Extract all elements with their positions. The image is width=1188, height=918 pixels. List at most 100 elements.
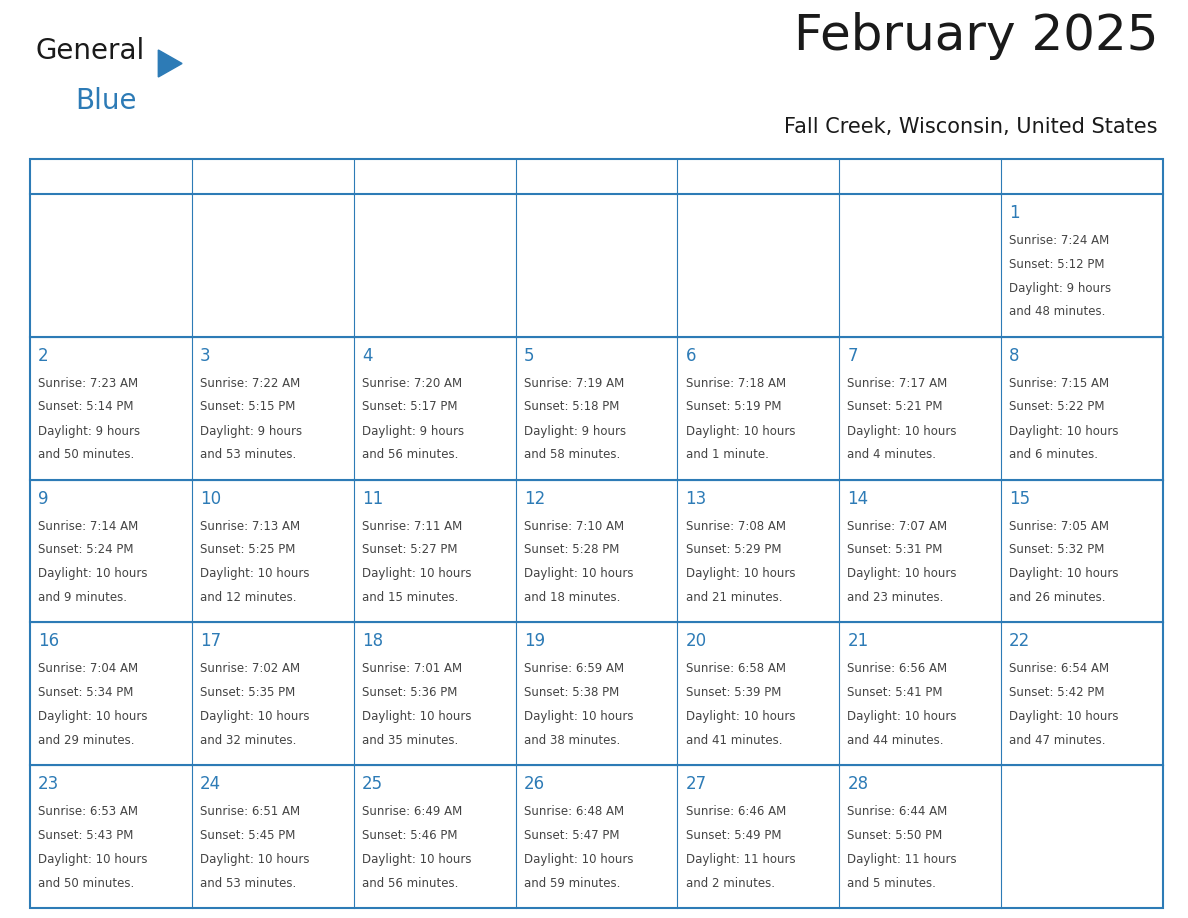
Text: Sunset: 5:18 PM: Sunset: 5:18 PM	[524, 400, 619, 413]
Text: 11: 11	[362, 489, 383, 508]
Text: Monday: Monday	[202, 167, 267, 185]
Text: 23: 23	[38, 775, 59, 793]
Text: 16: 16	[38, 633, 59, 650]
Text: and 21 minutes.: and 21 minutes.	[685, 591, 782, 604]
Text: and 29 minutes.: and 29 minutes.	[38, 733, 134, 746]
Text: Daylight: 11 hours: Daylight: 11 hours	[847, 853, 958, 866]
Text: and 58 minutes.: and 58 minutes.	[524, 448, 620, 461]
Text: and 47 minutes.: and 47 minutes.	[1010, 733, 1106, 746]
Text: 1: 1	[1010, 204, 1019, 222]
Text: Daylight: 10 hours: Daylight: 10 hours	[524, 853, 633, 866]
Text: Sunset: 5:17 PM: Sunset: 5:17 PM	[362, 400, 457, 413]
Text: Daylight: 10 hours: Daylight: 10 hours	[38, 567, 147, 580]
Text: Sunset: 5:43 PM: Sunset: 5:43 PM	[38, 829, 133, 842]
Text: Daylight: 10 hours: Daylight: 10 hours	[847, 567, 956, 580]
Text: Daylight: 10 hours: Daylight: 10 hours	[685, 425, 795, 438]
Text: 9: 9	[38, 489, 49, 508]
Text: and 15 minutes.: and 15 minutes.	[362, 591, 459, 604]
Text: 8: 8	[1010, 347, 1019, 364]
Text: and 41 minutes.: and 41 minutes.	[685, 733, 782, 746]
Text: Sunrise: 7:11 AM: Sunrise: 7:11 AM	[362, 520, 462, 532]
Text: and 2 minutes.: and 2 minutes.	[685, 877, 775, 890]
Text: Sunrise: 7:13 AM: Sunrise: 7:13 AM	[200, 520, 301, 532]
Text: Sunrise: 7:08 AM: Sunrise: 7:08 AM	[685, 520, 785, 532]
Text: Sunset: 5:25 PM: Sunset: 5:25 PM	[200, 543, 296, 556]
Text: Daylight: 10 hours: Daylight: 10 hours	[362, 711, 472, 723]
Text: Sunset: 5:29 PM: Sunset: 5:29 PM	[685, 543, 781, 556]
Text: and 44 minutes.: and 44 minutes.	[847, 733, 944, 746]
Text: Daylight: 10 hours: Daylight: 10 hours	[524, 567, 633, 580]
Text: Daylight: 10 hours: Daylight: 10 hours	[847, 425, 956, 438]
Text: Daylight: 9 hours: Daylight: 9 hours	[362, 425, 465, 438]
Text: Sunset: 5:31 PM: Sunset: 5:31 PM	[847, 543, 943, 556]
Text: Sunset: 5:34 PM: Sunset: 5:34 PM	[38, 686, 133, 699]
Text: Sunset: 5:38 PM: Sunset: 5:38 PM	[524, 686, 619, 699]
Text: Sunset: 5:49 PM: Sunset: 5:49 PM	[685, 829, 781, 842]
Text: 13: 13	[685, 489, 707, 508]
Text: Sunset: 5:45 PM: Sunset: 5:45 PM	[200, 829, 296, 842]
Text: Tuesday: Tuesday	[364, 167, 431, 185]
Text: Sunrise: 7:17 AM: Sunrise: 7:17 AM	[847, 376, 948, 390]
Text: Sunrise: 7:04 AM: Sunrise: 7:04 AM	[38, 663, 138, 676]
Text: Sunrise: 7:20 AM: Sunrise: 7:20 AM	[362, 376, 462, 390]
Text: Daylight: 11 hours: Daylight: 11 hours	[685, 853, 795, 866]
Text: and 1 minute.: and 1 minute.	[685, 448, 769, 461]
Text: Daylight: 10 hours: Daylight: 10 hours	[685, 711, 795, 723]
Text: and 53 minutes.: and 53 minutes.	[200, 448, 296, 461]
Text: Daylight: 10 hours: Daylight: 10 hours	[38, 853, 147, 866]
Text: Sunrise: 6:58 AM: Sunrise: 6:58 AM	[685, 663, 785, 676]
Text: 25: 25	[362, 775, 383, 793]
Text: and 53 minutes.: and 53 minutes.	[200, 877, 296, 890]
Text: Sunset: 5:14 PM: Sunset: 5:14 PM	[38, 400, 133, 413]
Text: 15: 15	[1010, 489, 1030, 508]
Text: Sunrise: 7:02 AM: Sunrise: 7:02 AM	[200, 663, 301, 676]
Text: and 5 minutes.: and 5 minutes.	[847, 877, 936, 890]
Text: and 50 minutes.: and 50 minutes.	[38, 877, 134, 890]
Text: Sunset: 5:50 PM: Sunset: 5:50 PM	[847, 829, 942, 842]
Text: Sunset: 5:28 PM: Sunset: 5:28 PM	[524, 543, 619, 556]
Text: Sunrise: 6:44 AM: Sunrise: 6:44 AM	[847, 805, 948, 818]
Text: Sunrise: 6:49 AM: Sunrise: 6:49 AM	[362, 805, 462, 818]
Text: Saturday: Saturday	[1011, 167, 1086, 185]
Text: Sunset: 5:24 PM: Sunset: 5:24 PM	[38, 543, 133, 556]
Text: Sunset: 5:47 PM: Sunset: 5:47 PM	[524, 829, 619, 842]
Text: Daylight: 10 hours: Daylight: 10 hours	[200, 853, 309, 866]
Text: 27: 27	[685, 775, 707, 793]
Text: 26: 26	[524, 775, 545, 793]
Text: Sunrise: 7:05 AM: Sunrise: 7:05 AM	[1010, 520, 1110, 532]
Text: Sunrise: 7:24 AM: Sunrise: 7:24 AM	[1010, 234, 1110, 247]
Text: Daylight: 10 hours: Daylight: 10 hours	[200, 567, 309, 580]
Text: 7: 7	[847, 347, 858, 364]
Text: Sunset: 5:32 PM: Sunset: 5:32 PM	[1010, 543, 1105, 556]
Text: Sunrise: 6:48 AM: Sunrise: 6:48 AM	[524, 805, 624, 818]
Text: Daylight: 9 hours: Daylight: 9 hours	[200, 425, 302, 438]
Text: Sunrise: 7:01 AM: Sunrise: 7:01 AM	[362, 663, 462, 676]
Text: and 38 minutes.: and 38 minutes.	[524, 733, 620, 746]
Text: and 56 minutes.: and 56 minutes.	[362, 448, 459, 461]
Text: Sunset: 5:27 PM: Sunset: 5:27 PM	[362, 543, 457, 556]
Text: and 32 minutes.: and 32 minutes.	[200, 733, 296, 746]
Text: 4: 4	[362, 347, 372, 364]
Text: Sunrise: 6:54 AM: Sunrise: 6:54 AM	[1010, 663, 1110, 676]
Text: Sunrise: 6:56 AM: Sunrise: 6:56 AM	[847, 663, 948, 676]
Text: Thursday: Thursday	[687, 167, 765, 185]
Text: Daylight: 10 hours: Daylight: 10 hours	[362, 853, 472, 866]
Text: Fall Creek, Wisconsin, United States: Fall Creek, Wisconsin, United States	[784, 117, 1158, 137]
Text: Daylight: 10 hours: Daylight: 10 hours	[200, 711, 309, 723]
Text: 22: 22	[1010, 633, 1030, 650]
Text: Sunrise: 7:19 AM: Sunrise: 7:19 AM	[524, 376, 624, 390]
Text: Sunrise: 7:22 AM: Sunrise: 7:22 AM	[200, 376, 301, 390]
Text: Sunset: 5:19 PM: Sunset: 5:19 PM	[685, 400, 781, 413]
Text: and 6 minutes.: and 6 minutes.	[1010, 448, 1098, 461]
Text: Daylight: 10 hours: Daylight: 10 hours	[524, 711, 633, 723]
Polygon shape	[158, 50, 182, 77]
Text: 21: 21	[847, 633, 868, 650]
Text: Sunrise: 7:18 AM: Sunrise: 7:18 AM	[685, 376, 785, 390]
Text: 10: 10	[200, 489, 221, 508]
Text: and 9 minutes.: and 9 minutes.	[38, 591, 127, 604]
Text: Friday: Friday	[849, 167, 899, 185]
Text: Sunset: 5:21 PM: Sunset: 5:21 PM	[847, 400, 943, 413]
Text: Daylight: 10 hours: Daylight: 10 hours	[38, 711, 147, 723]
Text: and 50 minutes.: and 50 minutes.	[38, 448, 134, 461]
Text: 19: 19	[524, 633, 545, 650]
